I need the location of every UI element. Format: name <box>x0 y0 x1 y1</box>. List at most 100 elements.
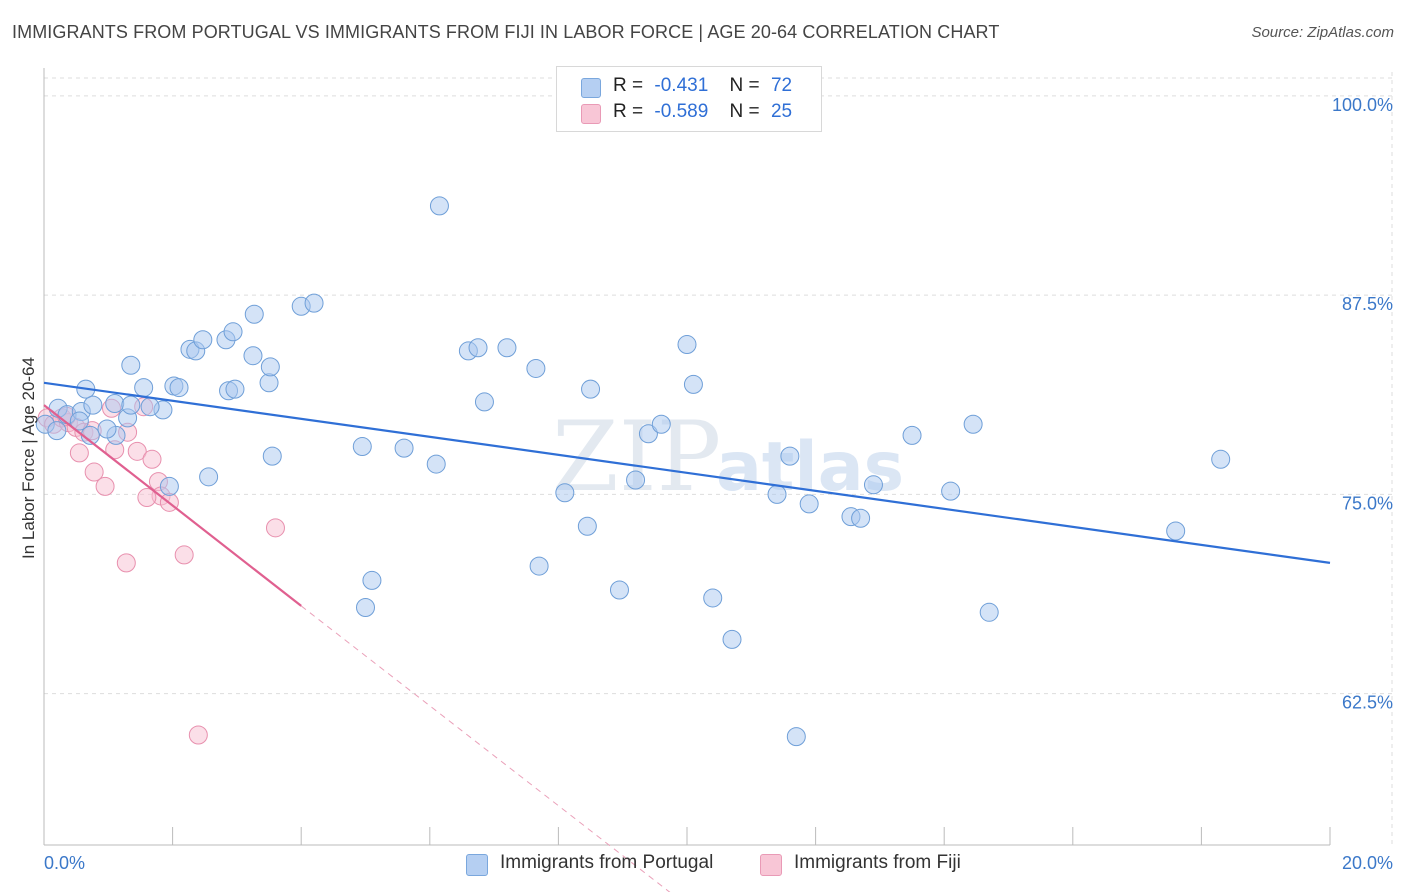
portugal-point <box>426 454 446 474</box>
legend: R = -0.431 N = 72 R = -0.589 N = 25 <box>556 66 822 132</box>
fiji-point <box>137 488 157 508</box>
y-tick-label: 62.5% <box>1342 693 1393 713</box>
portugal-point <box>105 394 125 414</box>
portugal-point <box>223 322 243 342</box>
portugal-points <box>35 196 1231 747</box>
portugal-point <box>225 379 245 399</box>
portugal-point <box>69 411 89 431</box>
portugal-point <box>863 475 883 495</box>
legend-text-portugal: R = -0.431 N = 72 <box>613 75 792 97</box>
bottom-legend-label: Immigrants from Fiji <box>794 852 961 873</box>
fiji-point <box>127 441 147 461</box>
portugal-point <box>159 476 179 496</box>
portugal-point <box>1211 449 1231 469</box>
chart-source: Source: ZipAtlas.com <box>1251 24 1394 41</box>
y-tick-label: 100.0% <box>1332 95 1393 115</box>
fiji-point <box>84 462 104 482</box>
legend-text-fiji: R = -0.589 N = 25 <box>613 101 792 123</box>
fiji-point <box>174 545 194 565</box>
portugal-point <box>902 425 922 445</box>
portugal-point <box>1166 521 1186 541</box>
portugal-point <box>134 378 154 398</box>
fiji-point <box>69 443 89 463</box>
y-axis-title: In Labor Force | Age 20-64 <box>19 357 38 559</box>
portugal-point <box>677 335 697 355</box>
portugal-point <box>609 580 629 600</box>
portugal-point <box>529 556 549 576</box>
fiji-point <box>95 476 115 496</box>
portugal-point <box>97 419 117 439</box>
portugal-point <box>767 484 787 504</box>
portugal-point <box>244 304 264 324</box>
trend-lines <box>43 381 1331 892</box>
portugal-swatch <box>466 854 488 876</box>
axes <box>43 68 1331 846</box>
r-value: -0.589 <box>654 101 709 122</box>
fiji-point <box>116 553 136 573</box>
x-tick-label: 0.0% <box>44 853 85 873</box>
portugal-point <box>140 397 160 417</box>
n-label: N = <box>729 75 760 96</box>
r-value: -0.431 <box>654 75 709 96</box>
portugal-point <box>577 516 597 536</box>
fiji-swatch <box>581 104 601 124</box>
tick-labels: 62.5% 75.0% 87.5% 100.0% 0.0% 20.0% <box>44 95 1393 873</box>
portugal-point <box>963 414 983 434</box>
chart-title: IMMIGRANTS FROM PORTUGAL VS IMMIGRANTS F… <box>12 22 1000 42</box>
portugal-point <box>722 629 742 649</box>
fiji-point <box>188 725 208 745</box>
x-tick-label: 20.0% <box>1342 853 1393 873</box>
portugal-swatch <box>581 78 601 98</box>
portugal-trend-line <box>43 381 1331 564</box>
portugal-point <box>468 338 488 358</box>
r-label: R = <box>613 101 644 122</box>
portugal-point <box>703 588 723 608</box>
portugal-point <box>626 470 646 490</box>
portugal-point <box>83 395 103 415</box>
portugal-point <box>121 355 141 375</box>
portugal-point <box>199 467 219 487</box>
portugal-point <box>638 424 658 444</box>
portugal-point <box>259 373 279 393</box>
portugal-point <box>799 494 819 514</box>
portugal-point <box>526 358 546 378</box>
portugal-point <box>193 330 213 350</box>
portugal-point <box>780 446 800 466</box>
bottom-legend-label: Immigrants from Portugal <box>500 852 714 873</box>
portugal-point <box>262 446 282 466</box>
portugal-point <box>429 196 449 216</box>
portugal-point <box>474 392 494 412</box>
portugal-point <box>47 421 67 441</box>
fiji-point <box>265 518 285 538</box>
portugal-point <box>581 379 601 399</box>
n-label: N = <box>729 101 760 122</box>
portugal-point <box>304 293 324 313</box>
fiji-swatch <box>760 854 782 876</box>
fiji-point <box>142 449 162 469</box>
portugal-point <box>979 602 999 622</box>
portugal-point <box>394 438 414 458</box>
fiji-trend-line <box>43 404 302 607</box>
portugal-point <box>497 338 517 358</box>
y-tick-label: 75.0% <box>1342 493 1393 513</box>
portugal-point <box>260 357 280 377</box>
n-value: 72 <box>770 75 793 96</box>
fiji-trend-extension <box>300 605 671 892</box>
y-tick-label: 87.5% <box>1342 294 1393 314</box>
n-value: 25 <box>770 101 793 122</box>
portugal-point <box>352 437 372 457</box>
portugal-point <box>651 414 671 434</box>
portugal-point <box>362 570 382 590</box>
r-label: R = <box>613 75 644 96</box>
portugal-point <box>786 727 806 747</box>
portugal-point <box>555 483 575 503</box>
portugal-point <box>851 508 871 528</box>
portugal-point <box>243 346 263 366</box>
portugal-point <box>169 378 189 398</box>
portugal-point <box>941 481 961 501</box>
portugal-point <box>683 374 703 394</box>
portugal-point <box>121 395 141 415</box>
fiji-points <box>37 397 285 745</box>
portugal-point <box>356 598 375 618</box>
